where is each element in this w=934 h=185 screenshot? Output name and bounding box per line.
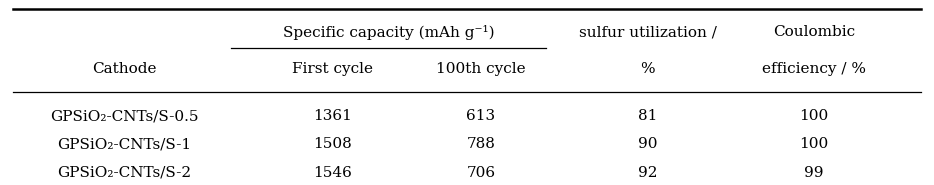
Text: 100: 100	[800, 137, 828, 152]
Text: 90: 90	[638, 137, 658, 152]
Text: Specific capacity (mAh g⁻¹): Specific capacity (mAh g⁻¹)	[282, 25, 494, 40]
Text: Coulombic: Coulombic	[773, 25, 856, 39]
Text: 81: 81	[638, 109, 658, 123]
Text: Cathode: Cathode	[92, 62, 157, 76]
Text: 1546: 1546	[313, 166, 352, 179]
Text: 100: 100	[800, 109, 828, 123]
Text: GPSiO₂-CNTs/S-1: GPSiO₂-CNTs/S-1	[57, 137, 191, 152]
Text: 1508: 1508	[314, 137, 352, 152]
Text: 788: 788	[466, 137, 495, 152]
Text: 99: 99	[804, 166, 824, 179]
Text: 706: 706	[466, 166, 495, 179]
Text: 613: 613	[466, 109, 495, 123]
Text: %: %	[640, 62, 655, 76]
Text: GPSiO₂-CNTs/S-2: GPSiO₂-CNTs/S-2	[57, 166, 191, 179]
Text: efficiency / %: efficiency / %	[762, 62, 866, 76]
Text: 92: 92	[638, 166, 658, 179]
Text: 100th cycle: 100th cycle	[436, 62, 526, 76]
Text: 1361: 1361	[313, 109, 352, 123]
Text: First cycle: First cycle	[292, 62, 374, 76]
Text: GPSiO₂-CNTs/S-0.5: GPSiO₂-CNTs/S-0.5	[50, 109, 199, 123]
Text: sulfur utilization /: sulfur utilization /	[578, 25, 716, 39]
